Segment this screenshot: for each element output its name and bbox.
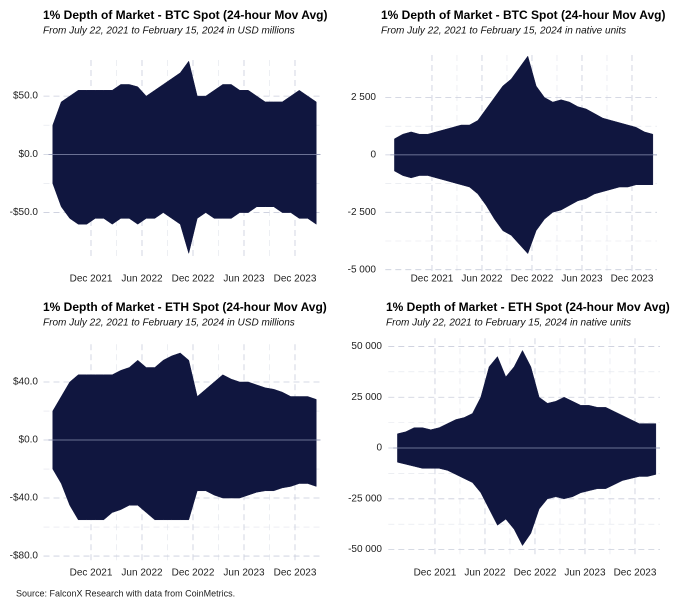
- depth-area: [394, 55, 654, 156]
- x-tick-label: Dec 2021: [70, 274, 113, 285]
- depth-area: [52, 439, 317, 521]
- y-tick-label: -2 500: [348, 207, 377, 218]
- y-tick-label: -$40.0: [10, 493, 39, 504]
- x-tick-label: Jun 2023: [223, 568, 265, 579]
- y-tick-label: $40.0: [13, 377, 38, 388]
- panel-subtitle: From July 22, 2021 to February 15, 2024 …: [43, 318, 295, 329]
- panel-subtitle: From July 22, 2021 to February 15, 2024 …: [381, 26, 626, 37]
- x-tick-label: Dec 2023: [274, 274, 317, 285]
- x-tick-label: Jun 2022: [121, 274, 163, 285]
- y-tick-label: -$80.0: [10, 551, 39, 562]
- x-tick-label: Dec 2023: [611, 274, 654, 285]
- x-tick-label: Dec 2022: [172, 568, 215, 579]
- x-tick-label: Jun 2022: [461, 274, 503, 285]
- x-tick-label: Jun 2023: [223, 274, 265, 285]
- depth-area: [52, 60, 317, 155]
- x-tick-label: Dec 2021: [414, 568, 457, 579]
- panel-title: 1% Depth of Market - BTC Spot (24-hour M…: [381, 8, 665, 22]
- x-tick-label: Jun 2023: [564, 568, 606, 579]
- y-tick-label: 0: [376, 443, 382, 454]
- source-note: Source: FalconX Research with data from …: [16, 588, 235, 598]
- depth-area: [397, 447, 657, 547]
- depth-area: [52, 154, 317, 255]
- x-tick-label: Dec 2021: [70, 568, 113, 579]
- y-tick-label: -5 000: [348, 264, 377, 275]
- panel-title: 1% Depth of Market - ETH Spot (24-hour M…: [386, 300, 670, 314]
- depth-area: [397, 349, 657, 449]
- panel-subtitle: From July 22, 2021 to February 15, 2024 …: [43, 26, 295, 37]
- x-tick-label: Dec 2022: [172, 274, 215, 285]
- y-tick-label: 25 000: [351, 392, 382, 403]
- x-tick-label: Jun 2022: [121, 568, 163, 579]
- x-tick-label: Dec 2022: [511, 274, 554, 285]
- y-tick-label: -50 000: [348, 544, 382, 555]
- panel-subtitle: From July 22, 2021 to February 15, 2024 …: [386, 318, 631, 329]
- depth-area: [52, 352, 317, 441]
- x-tick-label: Dec 2022: [514, 568, 557, 579]
- y-tick-label: 50 000: [351, 341, 382, 352]
- x-tick-label: Dec 2023: [614, 568, 657, 579]
- x-tick-label: Dec 2023: [274, 568, 317, 579]
- x-tick-label: Dec 2021: [411, 274, 454, 285]
- y-tick-label: $0.0: [19, 149, 39, 160]
- y-tick-label: -25 000: [348, 493, 382, 504]
- y-tick-label: -$50.0: [10, 207, 39, 218]
- x-tick-label: Jun 2023: [561, 274, 603, 285]
- panel-title: 1% Depth of Market - ETH Spot (24-hour M…: [43, 300, 327, 314]
- y-tick-label: $0.0: [19, 435, 39, 446]
- depth-area: [394, 154, 654, 255]
- x-tick-label: Jun 2022: [464, 568, 506, 579]
- y-tick-label: 0: [370, 150, 376, 161]
- y-tick-label: $50.0: [13, 91, 38, 102]
- panel-title: 1% Depth of Market - BTC Spot (24-hour M…: [43, 8, 327, 22]
- y-tick-label: 2 500: [351, 92, 376, 103]
